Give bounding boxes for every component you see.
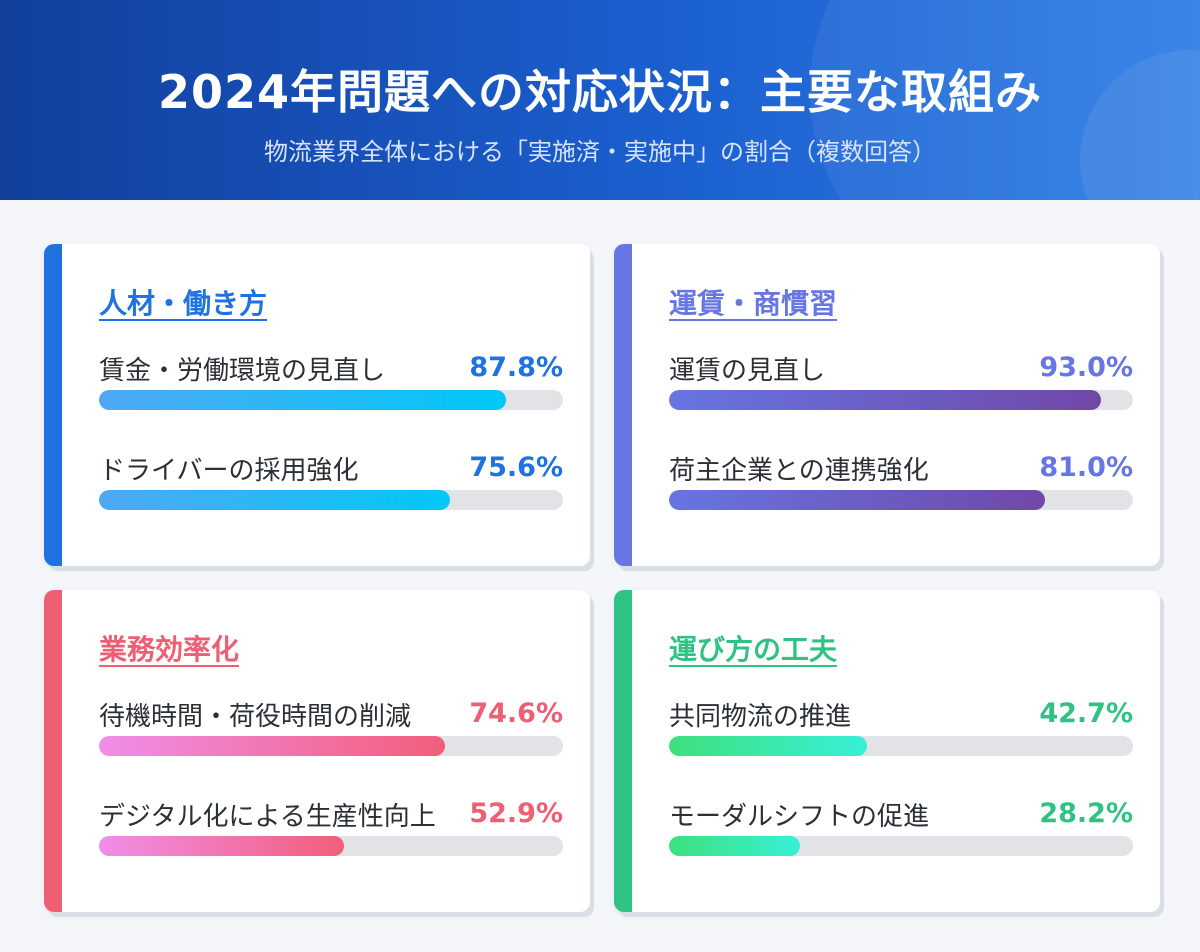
- bar-value-label: 28.2%: [1039, 798, 1133, 829]
- bar-item: モーダルシフトの促進 28.2%: [669, 796, 1133, 866]
- header-banner: 2024年問題への対応状況：主要な取組み 物流業界全体における「実施済・実施中」…: [0, 0, 1200, 200]
- bar-value-label: 74.6%: [469, 698, 563, 729]
- card-accent-bar: [614, 244, 632, 566]
- card-accent-bar: [44, 590, 62, 912]
- bar-item: ドライバーの採用強化 75.6%: [99, 450, 563, 520]
- category-card: 運賃・商慣習 運賃の見直し 93.0% 荷主企業との連携強化 81.0%: [614, 244, 1160, 566]
- category-title: 運賃・商慣習: [669, 287, 838, 320]
- bar-track: [99, 836, 563, 856]
- bar-fill: [99, 390, 507, 410]
- bar-fill: [669, 736, 868, 756]
- bar-value-label: 75.6%: [469, 452, 563, 483]
- card-accent-bar: [44, 244, 62, 566]
- bar-item: デジタル化による生産性向上 52.9%: [99, 796, 563, 866]
- bar-label: 共同物流の推進: [669, 702, 852, 732]
- category-title: 人材・働き方: [99, 287, 268, 320]
- card-accent-bar: [614, 590, 632, 912]
- bar-label: 待機時間・荷役時間の削減: [99, 702, 412, 732]
- bar-item: 荷主企業との連携強化 81.0%: [669, 450, 1133, 520]
- bar-fill: [99, 490, 450, 510]
- bar-item: 運賃の見直し 93.0%: [669, 350, 1133, 420]
- category-card: 人材・働き方 賃金・労働環境の見直し 87.8% ドライバーの採用強化 75.6…: [44, 244, 590, 566]
- category-card: 業務効率化 待機時間・荷役時間の削減 74.6% デジタル化による生産性向上 5…: [44, 590, 590, 912]
- bar-fill: [669, 490, 1045, 510]
- bar-fill: [669, 836, 800, 856]
- category-title: 運び方の工夫: [669, 633, 838, 666]
- bar-value-label: 52.9%: [469, 798, 563, 829]
- bar-item: 賃金・労働環境の見直し 87.8%: [99, 350, 563, 420]
- bar-label: デジタル化による生産性向上: [99, 802, 436, 832]
- bar-track: [669, 490, 1133, 510]
- category-card: 運び方の工夫 共同物流の推進 42.7% モーダルシフトの促進 28.2%: [614, 590, 1160, 912]
- bar-label: モーダルシフトの促進: [669, 802, 930, 832]
- bar-value-label: 42.7%: [1039, 698, 1133, 729]
- page-subtitle: 物流業界全体における「実施済・実施中」の割合（複数回答）: [264, 138, 936, 166]
- bar-track: [99, 736, 563, 756]
- bar-value-label: 87.8%: [469, 352, 563, 383]
- category-title: 業務効率化: [99, 633, 240, 666]
- bar-label: ドライバーの採用強化: [99, 456, 359, 486]
- bar-fill: [99, 836, 345, 856]
- bar-track: [669, 836, 1133, 856]
- decorative-circle: [810, 0, 1200, 200]
- bar-label: 運賃の見直し: [669, 356, 826, 386]
- bar-track: [99, 490, 563, 510]
- bar-track: [99, 390, 563, 410]
- page-title: 2024年問題への対応状況：主要な取組み: [157, 65, 1043, 119]
- bar-item: 待機時間・荷役時間の削減 74.6%: [99, 696, 563, 766]
- bar-fill: [669, 390, 1101, 410]
- bar-track: [669, 736, 1133, 756]
- bar-fill: [99, 736, 446, 756]
- bar-value-label: 81.0%: [1039, 452, 1133, 483]
- bar-label: 荷主企業との連携強化: [669, 456, 929, 486]
- bar-label: 賃金・労働環境の見直し: [99, 356, 386, 386]
- bar-value-label: 93.0%: [1039, 352, 1133, 383]
- bar-track: [669, 390, 1133, 410]
- bar-item: 共同物流の推進 42.7%: [669, 696, 1133, 766]
